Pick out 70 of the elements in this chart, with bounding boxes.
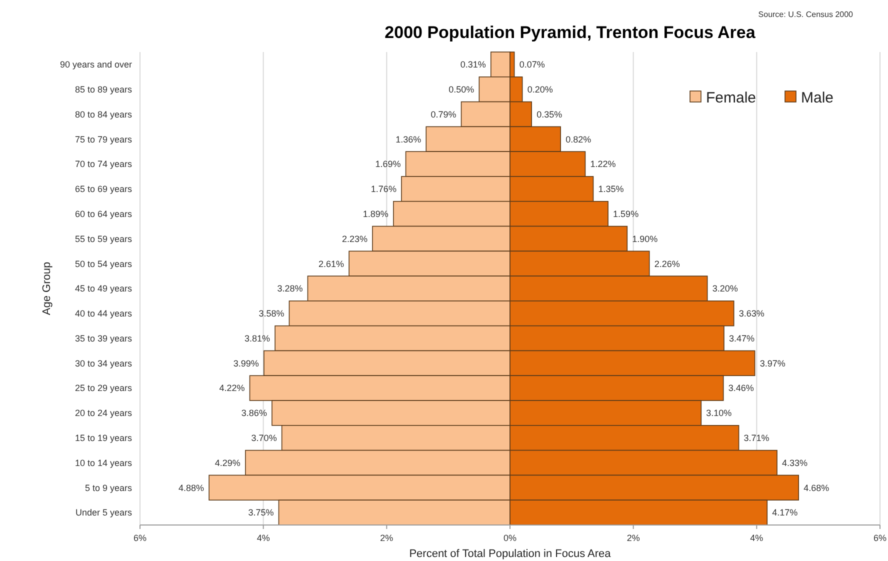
y-tick-label: 15 to 19 years — [74, 433, 132, 444]
y-tick-label: 40 to 44 years — [74, 308, 132, 319]
data-label: 0.20% — [527, 84, 553, 94]
x-axis-title: Percent of Total Population in Focus Area — [409, 548, 612, 560]
y-tick-label: 75 to 79 years — [74, 134, 132, 144]
data-label: 3.63% — [738, 308, 764, 319]
legend-label: Female — [706, 89, 756, 106]
x-tick-label: 4% — [750, 533, 764, 543]
data-label: 3.10% — [706, 408, 732, 418]
data-label: 1.59% — [613, 208, 639, 219]
data-label: 0.35% — [536, 109, 562, 120]
y-tick-label: 90 years and over — [60, 60, 132, 70]
x-tick-label: 6% — [133, 533, 147, 543]
data-label: 1.69% — [375, 159, 401, 170]
data-label: 3.97% — [760, 358, 786, 368]
data-label: 0.79% — [430, 109, 456, 120]
source-note: Source: U.S. Census 2000 — [758, 10, 854, 19]
data-label: 4.33% — [782, 458, 808, 468]
data-label: 0.31% — [460, 60, 486, 70]
data-label: 3.71% — [744, 433, 770, 444]
x-tick-label: 4% — [256, 533, 270, 543]
y-tick-label: 45 to 49 years — [74, 284, 132, 294]
data-label: 3.28% — [277, 284, 303, 294]
data-label: 0.82% — [566, 134, 592, 144]
y-tick-label: 60 to 64 years — [74, 208, 132, 219]
data-label: 3.70% — [251, 433, 277, 444]
y-tick-label: 20 to 24 years — [74, 408, 132, 418]
data-label: 1.90% — [632, 234, 658, 244]
chart-title: 2000 Population Pyramid, Trenton Focus Area — [384, 23, 756, 42]
y-tick-label: 55 to 59 years — [74, 234, 132, 244]
data-label: 4.22% — [219, 383, 245, 394]
y-tick-label: 5 to 9 years — [84, 482, 132, 493]
data-label: 3.46% — [728, 383, 754, 394]
data-label: 1.89% — [362, 208, 388, 219]
legend-label: Male — [801, 89, 834, 106]
data-label: 3.58% — [258, 308, 284, 319]
y-tick-label: 65 to 69 years — [74, 184, 132, 194]
data-label: 1.35% — [598, 184, 624, 194]
data-label: 4.17% — [772, 508, 798, 518]
data-label: 0.07% — [519, 60, 545, 70]
x-tick-label: 2% — [380, 533, 394, 543]
data-label: 2.26% — [654, 258, 680, 269]
x-tick-label: 2% — [626, 533, 640, 543]
data-label: 3.81% — [244, 333, 270, 344]
data-label: 4.88% — [178, 482, 204, 493]
y-tick-label: 50 to 54 years — [74, 258, 132, 269]
data-label: 2.61% — [318, 258, 344, 269]
y-axis-title: Age Group — [41, 262, 53, 316]
data-label: 0.50% — [448, 84, 474, 94]
x-tick-label: 6% — [873, 533, 887, 543]
y-tick-label: 80 to 84 years — [74, 109, 132, 120]
data-label: 3.75% — [248, 508, 274, 518]
y-tick-label: 10 to 14 years — [74, 458, 132, 468]
data-label: 1.22% — [590, 159, 616, 170]
data-label: 3.20% — [712, 284, 738, 294]
data-label: 1.36% — [396, 134, 422, 144]
data-label: 4.68% — [804, 482, 830, 493]
y-tick-label: 25 to 29 years — [74, 383, 132, 394]
data-label: 3.47% — [728, 333, 755, 344]
data-label: 1.76% — [370, 184, 396, 194]
y-tick-label: 30 to 34 years — [74, 358, 132, 368]
y-tick-label: 70 to 74 years — [74, 159, 132, 170]
data-label: 3.99% — [233, 358, 259, 368]
x-tick-label: 0% — [503, 533, 517, 543]
data-label: 2.23% — [342, 234, 368, 244]
y-tick-label: Under 5 years — [75, 508, 132, 518]
y-tick-label: 85 to 89 years — [74, 84, 132, 94]
y-tick-label: 35 to 39 years — [74, 333, 132, 344]
data-label: 3.86% — [241, 408, 267, 418]
data-label: 4.29% — [214, 458, 240, 468]
